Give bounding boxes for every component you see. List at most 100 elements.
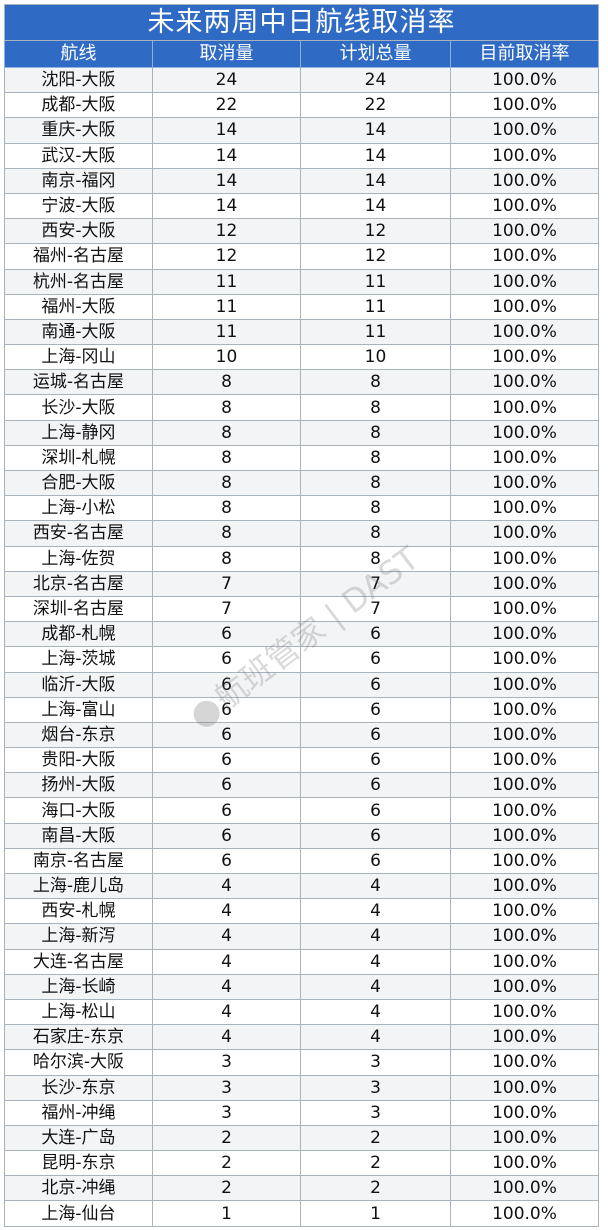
cell-cancelled: 6 <box>152 696 301 723</box>
cell-route: 上海-冈山 <box>4 344 153 371</box>
cell-planned-total: 2 <box>300 1175 451 1202</box>
cell-cancel-rate: 100.0% <box>450 595 599 623</box>
cell-planned-total: 4 <box>300 898 451 925</box>
table-row: 烟台-东京 6 6 100.0% <box>4 721 599 749</box>
table-row: 运城-名古屋 8 8 100.0% <box>4 369 599 396</box>
cell-cancel-rate: 100.0% <box>450 444 599 472</box>
cell-planned-total: 11 <box>300 268 451 295</box>
cell-route: 西安-名古屋 <box>4 520 153 547</box>
cell-planned-total: 24 <box>300 66 451 94</box>
table-row: 西安-大阪 12 12 100.0% <box>4 218 599 245</box>
cell-planned-total: 11 <box>300 293 451 320</box>
table-row: 南京-福冈 14 14 100.0% <box>4 167 599 194</box>
cell-route: 福州-大阪 <box>4 293 153 320</box>
cell-route: 海口-大阪 <box>4 797 153 824</box>
cell-planned-total: 6 <box>300 646 451 673</box>
table-row: 上海-小松 8 8 100.0% <box>4 495 599 522</box>
table-row: 成都-札幌 6 6 100.0% <box>4 621 599 648</box>
table-row: 深圳-名古屋 7 7 100.0% <box>4 595 599 623</box>
cell-route: 武汉-大阪 <box>4 142 153 169</box>
table-row: 上海-富山 6 6 100.0% <box>4 696 599 723</box>
cell-planned-total: 4 <box>300 923 451 950</box>
cell-planned-total: 14 <box>300 142 451 169</box>
cell-planned-total: 6 <box>300 721 451 749</box>
cell-route: 杭州-名古屋 <box>4 268 153 295</box>
cell-planned-total: 6 <box>300 847 451 875</box>
cell-cancel-rate: 100.0% <box>450 142 599 169</box>
cell-route: 扬州-大阪 <box>4 772 153 799</box>
cell-cancel-rate: 100.0% <box>450 797 599 824</box>
cell-planned-total: 6 <box>300 822 451 849</box>
cell-route: 南通-大阪 <box>4 318 153 346</box>
cell-planned-total: 4 <box>300 948 451 975</box>
cell-cancelled: 6 <box>152 822 301 849</box>
cell-cancelled: 4 <box>152 872 301 900</box>
cancellation-table: 未来两周中日航线取消率 航线 取消量 计划总量 目前取消率 沈阳-大阪 24 24 1… <box>4 4 599 1227</box>
cell-planned-total: 14 <box>300 167 451 194</box>
cell-cancel-rate: 100.0% <box>450 621 599 648</box>
table-row: 北京-名古屋 7 7 100.0% <box>4 570 599 597</box>
cell-route: 上海-佐贺 <box>4 545 153 572</box>
cell-cancel-rate: 100.0% <box>450 167 599 194</box>
cell-planned-total: 14 <box>300 117 451 144</box>
cell-route: 福州-名古屋 <box>4 243 153 270</box>
cell-cancelled: 10 <box>152 344 301 371</box>
cell-cancelled: 22 <box>152 92 301 119</box>
cell-cancel-rate: 100.0% <box>450 1099 599 1126</box>
table-row: 上海-茨城 6 6 100.0% <box>4 646 599 673</box>
cell-route: 上海-小松 <box>4 495 153 522</box>
cell-cancelled: 2 <box>152 1124 301 1152</box>
cell-cancel-rate: 100.0% <box>450 847 599 875</box>
cell-route: 南京-名古屋 <box>4 847 153 875</box>
cell-planned-total: 4 <box>300 973 451 1000</box>
cell-cancelled: 8 <box>152 419 301 446</box>
cell-cancel-rate: 100.0% <box>450 1049 599 1076</box>
cell-cancelled: 14 <box>152 192 301 220</box>
cell-planned-total: 8 <box>300 520 451 547</box>
table-row: 上海-新泻 4 4 100.0% <box>4 923 599 950</box>
column-header-cancelled: 取消量 <box>152 40 301 68</box>
cell-route: 上海-鹿儿岛 <box>4 872 153 900</box>
cell-planned-total: 6 <box>300 747 451 774</box>
cell-cancelled: 6 <box>152 847 301 875</box>
table-row: 南京-名古屋 6 6 100.0% <box>4 847 599 875</box>
cell-planned-total: 6 <box>300 621 451 648</box>
table-row: 上海-仙台 1 1 100.0% <box>4 1200 599 1227</box>
table-row: 扬州-大阪 6 6 100.0% <box>4 772 599 799</box>
cell-route: 上海-静冈 <box>4 419 153 446</box>
cell-route: 西安-札幌 <box>4 898 153 925</box>
cell-cancelled: 14 <box>152 167 301 194</box>
cell-route: 合肥-大阪 <box>4 469 153 497</box>
cell-cancelled: 6 <box>152 671 301 698</box>
column-header-planned-total: 计划总量 <box>300 40 451 68</box>
cell-cancel-rate: 100.0% <box>450 66 599 94</box>
table-row: 福州-冲绳 3 3 100.0% <box>4 1099 599 1126</box>
table-row: 合肥-大阪 8 8 100.0% <box>4 469 599 497</box>
cell-cancelled: 7 <box>152 570 301 597</box>
cell-cancelled: 8 <box>152 394 301 421</box>
cell-cancel-rate: 100.0% <box>450 747 599 774</box>
cell-cancel-rate: 100.0% <box>450 243 599 270</box>
cell-cancel-rate: 100.0% <box>450 923 599 950</box>
cell-planned-total: 11 <box>300 318 451 346</box>
cell-cancelled: 4 <box>152 948 301 975</box>
table-row: 上海-长崎 4 4 100.0% <box>4 973 599 1000</box>
cell-cancel-rate: 100.0% <box>450 998 599 1026</box>
cell-route: 宁波-大阪 <box>4 192 153 220</box>
cell-cancelled: 12 <box>152 243 301 270</box>
cell-cancelled: 8 <box>152 369 301 396</box>
cell-planned-total: 12 <box>300 218 451 245</box>
cell-cancelled: 8 <box>152 495 301 522</box>
cell-route: 哈尔滨-大阪 <box>4 1049 153 1076</box>
table-row: 西安-名古屋 8 8 100.0% <box>4 520 599 547</box>
table-row: 大连-广岛 2 2 100.0% <box>4 1124 599 1152</box>
cell-planned-total: 8 <box>300 444 451 472</box>
table-row: 上海-静冈 8 8 100.0% <box>4 419 599 446</box>
cell-planned-total: 6 <box>300 797 451 824</box>
cell-route: 昆明-东京 <box>4 1150 153 1177</box>
cell-route: 临沂-大阪 <box>4 671 153 698</box>
cell-cancel-rate: 100.0% <box>450 1175 599 1202</box>
cell-cancelled: 3 <box>152 1049 301 1076</box>
cell-route: 上海-长崎 <box>4 973 153 1000</box>
cell-cancel-rate: 100.0% <box>450 721 599 749</box>
